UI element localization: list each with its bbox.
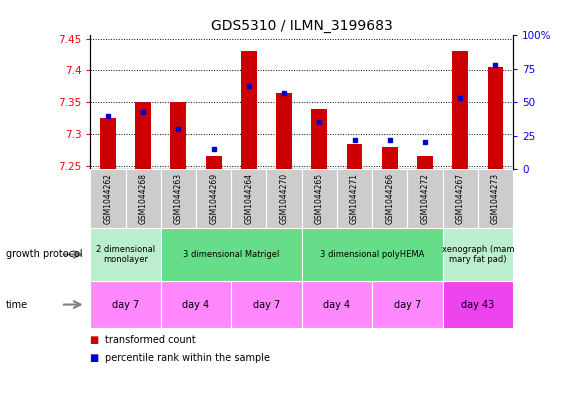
- Text: GSM1044264: GSM1044264: [244, 173, 254, 224]
- Text: GSM1044265: GSM1044265: [315, 173, 324, 224]
- Bar: [266, 169, 302, 228]
- Bar: [231, 169, 266, 228]
- Text: day 4: day 4: [182, 299, 210, 310]
- Bar: [347, 143, 363, 169]
- Text: growth protocol: growth protocol: [6, 250, 82, 259]
- Text: GSM1044270: GSM1044270: [280, 173, 289, 224]
- Bar: [452, 51, 468, 169]
- Bar: [372, 281, 442, 328]
- Text: GSM1044271: GSM1044271: [350, 173, 359, 224]
- Bar: [125, 169, 161, 228]
- Text: time: time: [6, 299, 28, 310]
- Text: 2 dimensional
monolayer: 2 dimensional monolayer: [96, 245, 155, 264]
- Bar: [442, 228, 513, 281]
- Text: GSM1044272: GSM1044272: [420, 173, 430, 224]
- Bar: [408, 169, 442, 228]
- Text: GSM1044268: GSM1044268: [139, 173, 147, 224]
- Bar: [100, 118, 116, 169]
- Bar: [442, 169, 478, 228]
- Text: day 7: day 7: [394, 299, 421, 310]
- Text: GSM1044269: GSM1044269: [209, 173, 218, 224]
- Bar: [161, 228, 302, 281]
- Text: GSM1044266: GSM1044266: [385, 173, 394, 224]
- Bar: [161, 281, 231, 328]
- Text: ■: ■: [90, 335, 103, 345]
- Text: 3 dimensional polyHEMA: 3 dimensional polyHEMA: [320, 250, 424, 259]
- Bar: [276, 93, 292, 169]
- Text: 3 dimensional Matrigel: 3 dimensional Matrigel: [183, 250, 279, 259]
- Text: GSM1044263: GSM1044263: [174, 173, 183, 224]
- Bar: [241, 51, 257, 169]
- Bar: [337, 169, 372, 228]
- Bar: [206, 156, 222, 169]
- Bar: [90, 228, 161, 281]
- Bar: [135, 102, 151, 169]
- Text: day 7: day 7: [253, 299, 280, 310]
- Bar: [442, 281, 513, 328]
- Text: GSM1044262: GSM1044262: [103, 173, 113, 224]
- Bar: [231, 281, 302, 328]
- Bar: [302, 169, 337, 228]
- Text: GSM1044267: GSM1044267: [456, 173, 465, 224]
- Text: percentile rank within the sample: percentile rank within the sample: [105, 353, 270, 363]
- Text: transformed count: transformed count: [105, 335, 196, 345]
- Bar: [302, 281, 372, 328]
- Bar: [302, 228, 442, 281]
- Bar: [90, 281, 161, 328]
- Bar: [417, 156, 433, 169]
- Bar: [478, 169, 513, 228]
- Bar: [487, 67, 503, 169]
- Text: day 4: day 4: [324, 299, 350, 310]
- Text: ■: ■: [90, 353, 103, 363]
- Bar: [196, 169, 231, 228]
- Bar: [161, 169, 196, 228]
- Bar: [170, 102, 187, 169]
- Text: day 7: day 7: [112, 299, 139, 310]
- Text: xenograph (mam
mary fat pad): xenograph (mam mary fat pad): [441, 245, 514, 264]
- Bar: [372, 169, 408, 228]
- Text: GSM1044273: GSM1044273: [491, 173, 500, 224]
- Bar: [382, 147, 398, 169]
- Bar: [311, 108, 327, 169]
- Bar: [90, 169, 125, 228]
- Title: GDS5310 / ILMN_3199683: GDS5310 / ILMN_3199683: [211, 19, 392, 33]
- Text: day 43: day 43: [461, 299, 494, 310]
